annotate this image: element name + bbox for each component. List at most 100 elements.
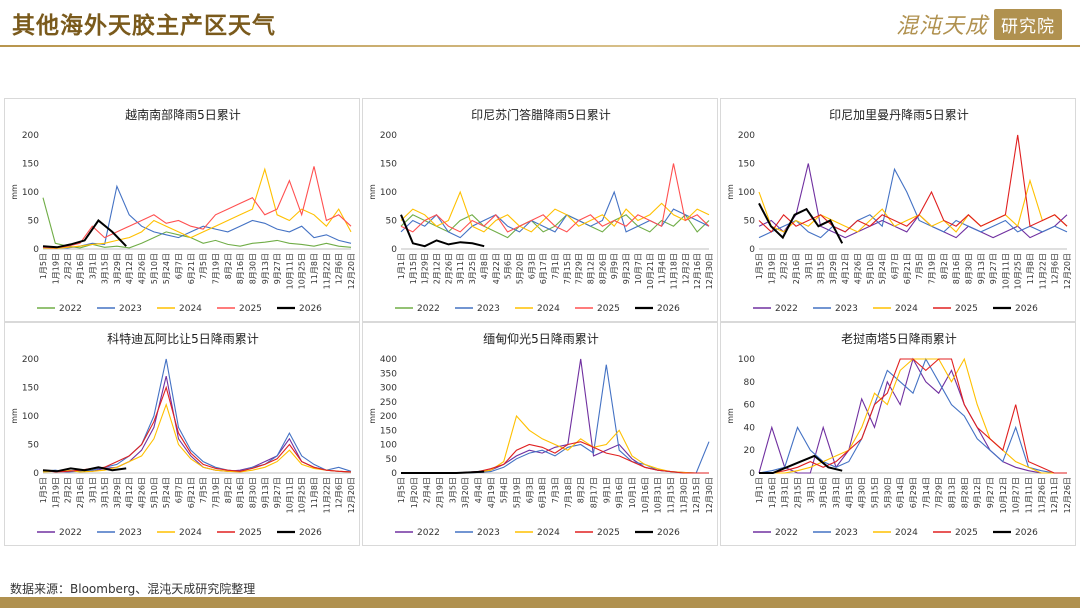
x-tick-label: 9月27日 [273, 253, 282, 284]
x-tick-label: 11月22日 [322, 253, 331, 289]
series-line-2025 [42, 385, 352, 473]
series-line-2026 [401, 470, 485, 474]
x-tick-label: 7月3日 [551, 477, 560, 503]
x-tick-label: 9月1日 [602, 477, 611, 503]
series-line-2022 [758, 357, 1067, 474]
x-tick-label: 4月22日 [492, 253, 501, 284]
x-tick-label: 8月2日 [224, 477, 233, 503]
x-tick-label: 2月15日 [794, 477, 803, 508]
x-tick-label: 4月26日 [138, 253, 147, 284]
y-axis-label: mm [10, 184, 19, 200]
x-tick-label: 8月12日 [587, 253, 596, 284]
y-tick-label: 200 [380, 412, 397, 422]
x-tick-label: 11月18日 [669, 253, 678, 289]
x-tick-label: 10月11日 [285, 253, 294, 289]
x-tick-label: 12月20日 [347, 253, 356, 289]
x-tick-label: 5月10日 [150, 253, 159, 284]
x-tick-label: 3月16日 [819, 477, 828, 508]
x-tick-label: 10月31日 [654, 477, 663, 513]
y-tick-label: 250 [380, 398, 397, 408]
y-tick-label: 50 [28, 441, 40, 451]
x-tick-label: 2月2日 [64, 477, 73, 503]
y-tick-label: 50 [28, 217, 40, 227]
x-tick-label: 2月4日 [423, 477, 432, 503]
x-tick-label: 10月11日 [1001, 253, 1010, 289]
x-tick-label: 3月29日 [829, 253, 838, 284]
x-tick-label: 8月28日 [960, 477, 969, 508]
y-tick-label: 0 [33, 245, 39, 255]
y-tick-label: 150 [738, 160, 755, 170]
x-tick-label: 7月29日 [935, 477, 944, 508]
x-tick-label: 7月14日 [922, 477, 931, 508]
series-line-2025 [758, 134, 1068, 233]
chart-title: 越南南部降雨5日累计 [125, 107, 241, 122]
x-tick-label: 1月1日 [755, 477, 764, 503]
x-tick-label: 4月26日 [138, 477, 147, 508]
y-tick-label: 100 [738, 188, 755, 198]
legend-label-2024: 2024 [179, 528, 202, 538]
x-tick-label: 6月7日 [175, 253, 184, 279]
x-tick-label: 12月6日 [1051, 253, 1060, 284]
legend-label-2025: 2025 [239, 528, 262, 538]
legend-label-2026: 2026 [657, 304, 680, 314]
x-tick-label: 7月1日 [551, 253, 560, 279]
chart-yangon: 缅甸仰光5日降雨累计 0 50 100 150 200 250 300 350 400 mm 1月5日… [368, 331, 714, 538]
x-tick-label: 6月21日 [187, 253, 196, 284]
x-tick-label: 2月2日 [64, 253, 73, 279]
y-tick-label: 0 [391, 469, 397, 479]
chart-title: 印尼加里曼丹降雨5日累计 [829, 108, 969, 122]
y-tick-label: 50 [386, 455, 398, 465]
x-tick-label: 4月4日 [474, 477, 483, 503]
x-tick-label: 11月30日 [679, 477, 688, 513]
chart-sumatra: 印尼苏门答腊降雨5日累计 0 50 100 150 200 mm 1月1日 1月15日 1月29日… [368, 107, 714, 314]
legend-label-2024: 2024 [179, 304, 202, 314]
x-tick-label: 3月15日 [817, 253, 826, 284]
chart-panel-namtha: 老挝南塔5日降雨累计 0 20 40 60 80 100 mm 1月1日 1月16日 1月31日 2月… [720, 322, 1076, 546]
x-tick-label: 11月26日 [1037, 477, 1046, 513]
y-tick-label: 60 [744, 401, 756, 411]
y-tick-label: 100 [380, 441, 397, 451]
x-tick-label: 6月3日 [527, 253, 536, 279]
x-tick-label: 2月16日 [76, 477, 85, 508]
series-line-2025 [759, 358, 1067, 474]
x-tick-label: 10月27日 [1012, 477, 1021, 513]
x-tick-label: 11月22日 [1038, 253, 1047, 289]
legend-label-2026: 2026 [1015, 528, 1038, 538]
x-tick-label: 4月26日 [854, 253, 863, 284]
y-tick-label: 150 [22, 384, 39, 394]
x-tick-label: 1月5日 [755, 253, 764, 279]
legend-label-2023: 2023 [477, 528, 500, 538]
x-tick-label: 12月6日 [335, 253, 344, 284]
legend-label-2022: 2022 [59, 528, 82, 538]
x-tick-label: 1月19日 [51, 477, 60, 508]
chart-panel-vietnam: 越南南部降雨5日累计 0 50 100 150 200 mm 1月5日 1月19日 2月2日 2月1… [4, 98, 360, 322]
x-tick-label: 9月23日 [622, 253, 631, 284]
x-tick-label: 9月27日 [986, 477, 995, 508]
x-tick-label: 7月19日 [211, 253, 220, 284]
x-tick-label: 4月12日 [125, 477, 134, 508]
x-tick-label: 9月13日 [261, 477, 270, 508]
x-tick-label: 8月16日 [236, 477, 245, 508]
x-tick-label: 3月29日 [113, 477, 122, 508]
x-tick-label: 10月25日 [298, 477, 307, 513]
series-line-2026 [42, 219, 127, 249]
x-tick-label: 1月5日 [39, 253, 48, 279]
x-tick-label: 10月25日 [1014, 253, 1023, 289]
y-tick-label: 200 [380, 131, 397, 141]
series-line-2025 [400, 163, 710, 233]
x-tick-label: 8月16日 [236, 253, 245, 284]
legend-label-2026: 2026 [1015, 304, 1038, 314]
x-tick-label: 3月1日 [804, 253, 813, 279]
legend-label-2022: 2022 [417, 528, 440, 538]
x-tick-label: 12月2日 [681, 253, 690, 284]
legend-label-2025: 2025 [597, 304, 620, 314]
series-line-2022 [42, 197, 352, 249]
series-line-2024 [42, 402, 352, 473]
x-tick-label: 7月29日 [575, 253, 584, 284]
y-tick-label: 20 [744, 446, 756, 456]
x-tick-label: 10月21日 [646, 253, 655, 289]
x-tick-label: 10月7日 [634, 253, 643, 284]
chart-grid: 越南南部降雨5日累计 0 50 100 150 200 mm 1月5日 1月19日 2月2日 2月1… [4, 98, 1076, 546]
x-tick-label: 1月19日 [767, 253, 776, 284]
